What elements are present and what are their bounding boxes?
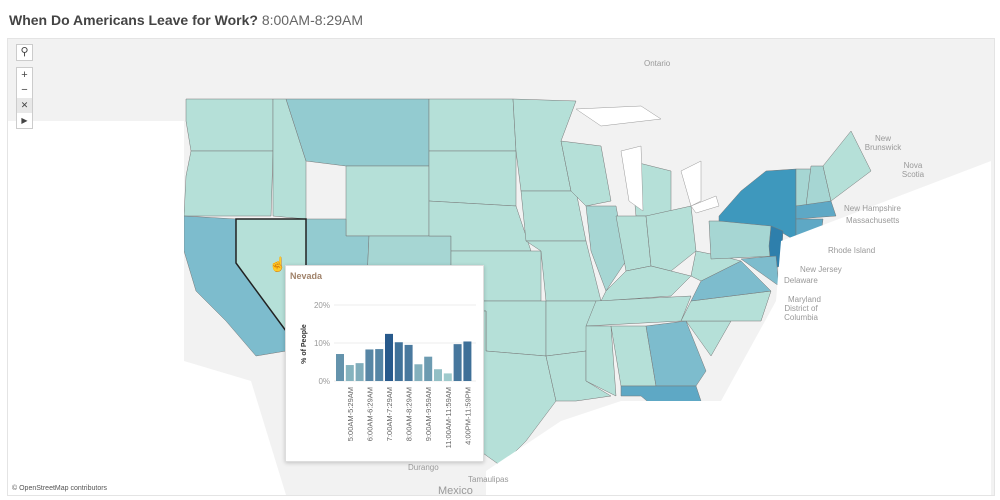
bar[interactable] [394, 342, 403, 381]
label-delaware: Delaware [784, 276, 818, 285]
map-attribution[interactable]: © OpenStreetMap contributors [12, 485, 108, 492]
choropleth-map[interactable]: ☝ ⚲ + − ✕ ▶ Ontario New Brunswick Nova S… [7, 38, 995, 496]
state-iowa[interactable] [520, 190, 587, 242]
x-tick-label: 9:00AM-9:59AM [424, 387, 433, 441]
label-new-brunswick: New Brunswick [864, 134, 902, 152]
bar[interactable] [336, 354, 344, 381]
dashboard-title: When Do Americans Leave for Work? 8:00AM… [9, 12, 363, 28]
hand-cursor-icon: ☝ [269, 255, 286, 273]
bar[interactable] [345, 365, 354, 381]
state-tooltip: Nevada 0% 10% 20% % of People 5:00AM-5:29AM 6… [285, 265, 484, 462]
x-tick-label: 8:00AM-8:29AM [405, 387, 414, 441]
x-tick-label: 11:00AM-11:59AM [444, 387, 453, 448]
label-mexico: Mexico [438, 485, 473, 496]
label-massachusetts: Massachusetts [846, 216, 900, 225]
state-montana[interactable] [285, 98, 430, 167]
y-tick-label: 10% [314, 339, 330, 348]
state-washington[interactable] [185, 98, 274, 152]
label-durango: Durango [408, 463, 439, 472]
state-pennsylvania[interactable] [708, 220, 777, 260]
bar[interactable] [453, 344, 462, 381]
label-new-jersey: New Jersey [800, 265, 842, 274]
state-wyoming[interactable] [345, 165, 430, 237]
state-north-dakota[interactable] [428, 98, 517, 152]
play-triangle-icon[interactable]: ▶ [21, 116, 28, 125]
bar[interactable] [443, 373, 452, 381]
bar[interactable] [375, 349, 384, 381]
state-georgia[interactable] [645, 320, 707, 387]
label-tamaulipas: Tamaulipas [468, 475, 509, 484]
bar[interactable] [365, 349, 374, 381]
bar[interactable] [424, 356, 433, 381]
bar[interactable] [385, 333, 393, 381]
state-mississippi[interactable] [585, 325, 617, 397]
title-time-range: 8:00AM-8:29AM [261, 12, 364, 28]
label-new-hampshire: New Hampshire [844, 204, 901, 213]
bar[interactable] [414, 364, 423, 381]
reset-pin-icon[interactable]: ✕ [17, 98, 32, 113]
bar[interactable] [355, 363, 364, 381]
atlantic-ocean [721, 161, 991, 401]
lake-erie [690, 195, 720, 214]
lake-superior [575, 105, 662, 127]
x-tick-label: 7:00AM-7:29AM [385, 387, 394, 441]
label-nova-scotia: Nova Scotia [901, 161, 925, 179]
label-rhode-island: Rhode Island [828, 246, 876, 255]
y-tick-label: 0% [318, 377, 330, 386]
map-zoom-controls: + − ✕ ▶ [16, 67, 33, 129]
y-tick-label: 20% [314, 301, 330, 310]
gulf-ocean [486, 401, 991, 495]
label-maryland: Maryland [788, 295, 821, 304]
map-search-button[interactable]: ⚲ [16, 44, 33, 61]
pacific-ocean [8, 121, 286, 495]
tooltip-bar-chart: 0% 10% 20% % of People 5:00AM-5:29AM 6:00AM-6… [301, 301, 476, 448]
label-ontario: Ontario [644, 59, 671, 68]
state-south-dakota[interactable] [428, 150, 517, 207]
state-wisconsin[interactable] [560, 140, 612, 207]
x-tick-label: 6:00AM-6:29AM [365, 387, 374, 441]
lake-michigan [620, 145, 644, 212]
zoom-in-button[interactable]: + [21, 69, 28, 81]
tooltip-state-name: Nevada [290, 271, 323, 281]
bar[interactable] [404, 344, 413, 381]
zoom-out-button[interactable]: − [21, 84, 28, 96]
title-text: When Do Americans Leave for Work? [9, 12, 258, 28]
state-illinois[interactable] [585, 205, 627, 292]
y-axis-label: % of People [301, 324, 308, 364]
lake-huron [680, 160, 702, 207]
state-west-virginia[interactable] [690, 250, 742, 282]
state-idaho[interactable] [272, 98, 307, 220]
label-district-of-columbia: District of Columbia [784, 304, 818, 322]
state-ohio[interactable] [645, 205, 697, 272]
bar[interactable] [463, 341, 472, 381]
x-tick-label: 4:00PM-11:59PM [463, 387, 472, 445]
state-massachusetts[interactable] [795, 200, 837, 220]
bar[interactable] [434, 369, 442, 381]
state-oregon[interactable] [183, 150, 274, 217]
state-north-carolina[interactable] [680, 290, 772, 322]
magnifier-icon[interactable]: ⚲ [20, 46, 29, 58]
state-maryland[interactable] [740, 255, 780, 287]
map-canvas[interactable]: ☝ [8, 39, 994, 495]
state-maine[interactable] [822, 130, 872, 202]
x-tick-label: 5:00AM-5:29AM [346, 387, 355, 441]
state-tennessee[interactable] [585, 295, 692, 327]
